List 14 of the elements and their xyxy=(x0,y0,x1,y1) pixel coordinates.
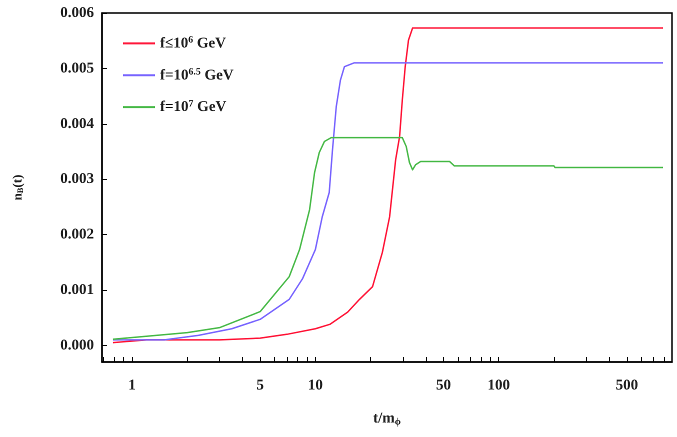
x-tick-label: 5 xyxy=(256,378,264,394)
y-tick-label: 0.003 xyxy=(60,171,94,188)
y-axis-title: nB(t) xyxy=(10,174,25,200)
x-tick-label: 10 xyxy=(308,378,323,394)
x-tick-label: 1 xyxy=(128,378,136,394)
x-tick-label: 50 xyxy=(436,378,452,394)
x-tick-label: 100 xyxy=(487,378,510,394)
y-tick-label: 0.000 xyxy=(60,337,94,354)
y-tick-label: 0.006 xyxy=(60,5,94,21)
y-tick-label: 0.005 xyxy=(60,60,94,76)
y-tick-label: 0.001 xyxy=(60,282,94,298)
y-tick-label: 0.004 xyxy=(60,116,94,132)
x-tick-label: 500 xyxy=(616,378,638,394)
y-tick-label: 0.002 xyxy=(60,226,94,243)
